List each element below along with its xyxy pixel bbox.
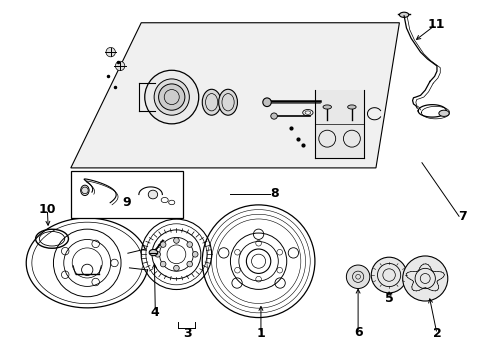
Ellipse shape [149,249,157,256]
Ellipse shape [262,98,271,107]
Ellipse shape [370,257,406,293]
Ellipse shape [160,261,165,267]
Ellipse shape [323,105,331,109]
Ellipse shape [148,190,157,199]
Ellipse shape [158,84,184,110]
Bar [314,90,364,158]
Text: 10: 10 [39,203,56,216]
Text: 9: 9 [122,196,131,209]
Ellipse shape [173,265,179,271]
Ellipse shape [192,252,198,257]
Ellipse shape [173,238,179,243]
Ellipse shape [144,70,198,124]
Ellipse shape [81,185,89,195]
Text: 1: 1 [256,327,265,340]
Text: 3: 3 [183,327,191,340]
Ellipse shape [154,79,189,115]
Ellipse shape [155,252,160,257]
Ellipse shape [438,110,448,116]
Ellipse shape [115,61,124,71]
Text: 4: 4 [151,306,160,319]
Ellipse shape [106,48,115,57]
Text: 5: 5 [384,292,393,305]
Bar [71,171,183,218]
Ellipse shape [399,12,408,17]
Text: 8: 8 [270,187,279,200]
Ellipse shape [202,89,221,115]
Ellipse shape [346,265,369,288]
Ellipse shape [347,105,355,109]
Polygon shape [71,23,399,168]
Text: 2: 2 [432,327,441,340]
Ellipse shape [218,89,237,115]
Ellipse shape [270,113,277,119]
Ellipse shape [186,261,192,267]
Ellipse shape [160,242,165,247]
Ellipse shape [186,242,192,247]
Text: 6: 6 [353,326,362,339]
Text: 7: 7 [457,210,466,223]
Ellipse shape [402,256,447,301]
Text: 11: 11 [427,18,444,31]
